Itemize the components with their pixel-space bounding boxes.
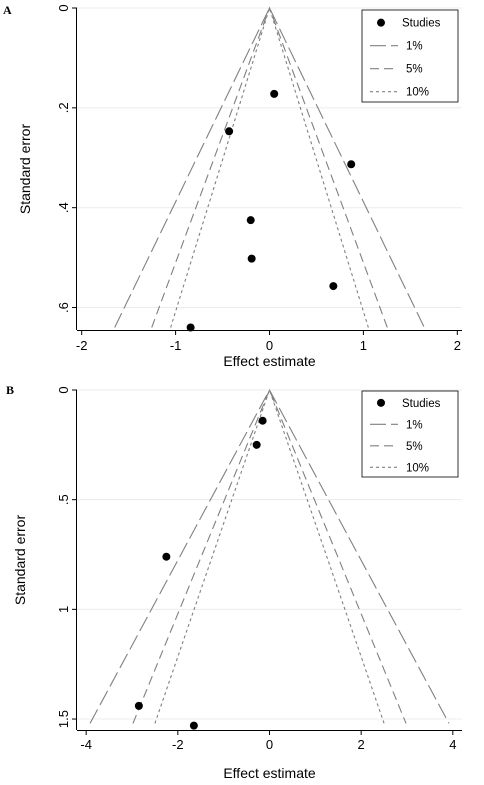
legend-marker-studies <box>377 18 385 27</box>
study-point <box>247 254 256 263</box>
y-tick-label: 0 <box>56 4 71 11</box>
study-point <box>270 89 279 98</box>
y-tick-label: .4 <box>56 202 71 213</box>
y-axis-title: Standard error <box>12 515 28 606</box>
contour-line-5pct <box>151 6 388 328</box>
study-point <box>225 127 234 136</box>
x-tick-label: 2 <box>358 737 365 752</box>
legend: Studies 1% 5% 10% <box>361 9 459 103</box>
legend-label-studies: Studies <box>402 18 441 30</box>
study-point <box>134 701 143 710</box>
y-tick-label: 1 <box>56 606 71 613</box>
panel-letter: B <box>6 385 14 397</box>
study-point <box>258 416 267 425</box>
y-tick-label: .6 <box>56 302 71 313</box>
y-axis-title: Standard error <box>17 124 33 215</box>
study-point <box>162 552 171 561</box>
legend-marker-studies <box>377 398 385 407</box>
study-point <box>246 216 255 225</box>
legend-label-5pct: 5% <box>406 441 423 453</box>
x-tick-label: 0 <box>266 338 273 353</box>
x-tick-label: 2 <box>454 338 461 353</box>
contour-line-5pct <box>132 388 407 724</box>
legend-label-10pct: 10% <box>406 87 429 99</box>
x-tick-label: -4 <box>80 737 92 752</box>
contour-line-1pct <box>89 388 450 724</box>
y-tick-label: .5 <box>56 494 71 505</box>
study-point <box>329 282 338 291</box>
legend-label-5pct: 5% <box>406 64 423 76</box>
panel-a-chart: A -2 -1 0 1 2 0 .2 .4 .6 Effect estimate Standard e… <box>3 3 462 369</box>
study-point <box>186 323 195 332</box>
legend-box <box>361 9 459 103</box>
study-point <box>189 721 198 730</box>
x-tick-label: -2 <box>172 737 184 752</box>
x-tick-label: 4 <box>449 737 456 752</box>
x-tick-label: -2 <box>76 338 88 353</box>
legend: Studies 1% 5% 10% <box>361 390 459 478</box>
legend-label-1pct: 1% <box>406 41 423 53</box>
x-tick-label: -1 <box>170 338 182 353</box>
x-tick-label: 0 <box>266 737 273 752</box>
panel-b-chart: B -4 -2 0 2 4 0 .5 1 1.5 Effect estimate Standard e… <box>6 385 462 781</box>
legend-label-studies: Studies <box>402 398 441 410</box>
legend-label-10pct: 10% <box>406 462 429 474</box>
x-axis-title: Effect estimate <box>223 353 316 369</box>
x-tick-label: 1 <box>360 338 367 353</box>
y-tick-label: .2 <box>56 102 71 113</box>
y-tick-label: 1.5 <box>56 710 71 728</box>
x-axis-title: Effect estimate <box>223 765 316 781</box>
study-point <box>252 440 261 449</box>
legend-label-1pct: 1% <box>406 419 423 431</box>
contour-line-1pct <box>114 6 425 328</box>
y-tick-label: 0 <box>56 386 71 393</box>
study-point <box>347 160 356 169</box>
panel-letter: A <box>3 3 12 17</box>
